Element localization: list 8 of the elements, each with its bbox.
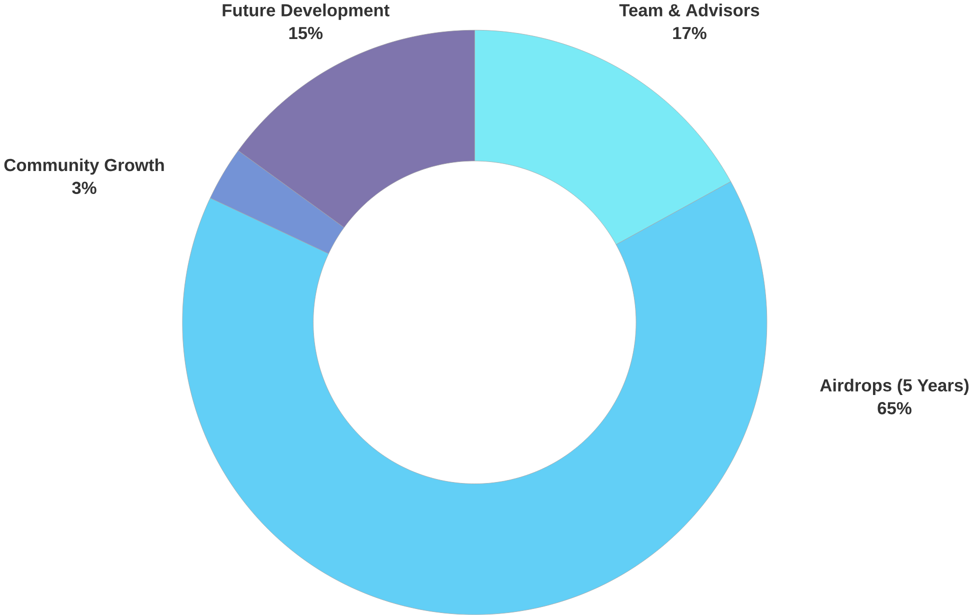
slice-label: Community Growth bbox=[4, 158, 164, 175]
data-label: 3% bbox=[72, 182, 96, 194]
slice-label: Team & Advisors bbox=[619, 4, 760, 16]
data-label: 65% bbox=[878, 402, 912, 414]
data-label: 15% bbox=[289, 26, 323, 40]
slice-label: Airdrops (5 Years) bbox=[820, 378, 969, 396]
slice-label: Future Development bbox=[222, 4, 390, 20]
data-label: 17% bbox=[673, 27, 706, 40]
